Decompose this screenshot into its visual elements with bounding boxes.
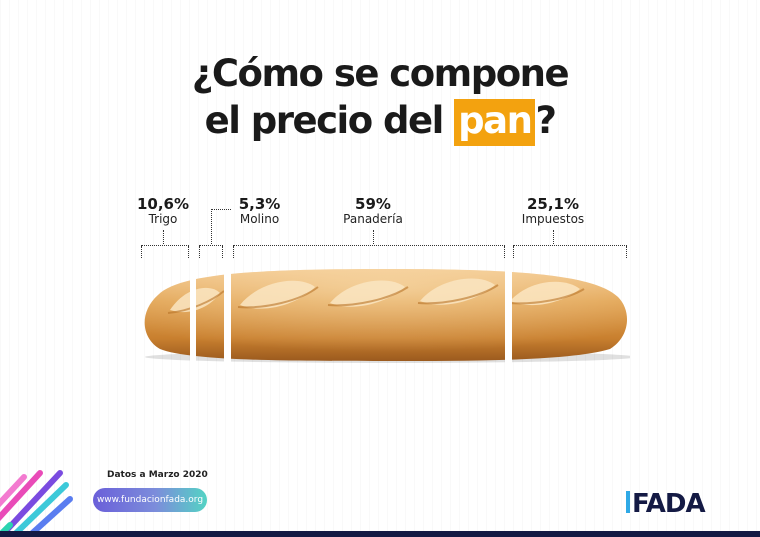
bread-cut-2	[224, 255, 231, 370]
segment-trigo-percent: 10,6%	[136, 195, 190, 213]
bottom-bar	[0, 531, 760, 537]
page-title: ¿Cómo se compone el precio del pan?	[0, 50, 760, 146]
segment-panaderia-percent: 59%	[355, 195, 391, 213]
segment-panaderia-label: Panadería	[343, 212, 403, 226]
trigo-connector	[163, 230, 164, 244]
molino-bracket	[199, 245, 223, 258]
bread-baguette-image	[144, 269, 630, 363]
title-line-1: ¿Cómo se compone	[191, 52, 570, 95]
fada-logo: FADA	[626, 489, 706, 517]
segment-molino-label: Molino	[239, 212, 280, 226]
bread-cut-3	[505, 255, 512, 370]
website-link[interactable]: www.fundacionfada.org	[93, 488, 207, 512]
molino-connector-vertical	[211, 209, 212, 244]
decorative-stripes	[0, 470, 73, 537]
panaderia-connector	[373, 230, 374, 244]
segment-molino-percent: 5,3%	[238, 195, 281, 213]
title-line-2: el precio del pan?	[0, 97, 760, 146]
segment-impuestos-label: Impuestos	[521, 212, 585, 226]
segment-impuestos-percent: 25,1%	[526, 195, 580, 213]
data-date-note: Datos a Marzo 2020	[107, 470, 208, 480]
impuestos-connector	[553, 230, 554, 244]
title-highlight-word: pan	[454, 99, 536, 146]
panaderia-bracket	[233, 245, 505, 258]
title-line-2-suffix: ?	[535, 99, 556, 142]
segment-trigo-label: Trigo	[148, 212, 178, 226]
logo-text: FADA	[632, 489, 705, 517]
molino-connector-horizontal	[211, 209, 231, 210]
trigo-bracket	[141, 245, 189, 258]
bread-cut-1	[190, 255, 196, 370]
title-line-2-prefix: el precio del	[204, 99, 455, 142]
impuestos-bracket	[513, 245, 627, 258]
